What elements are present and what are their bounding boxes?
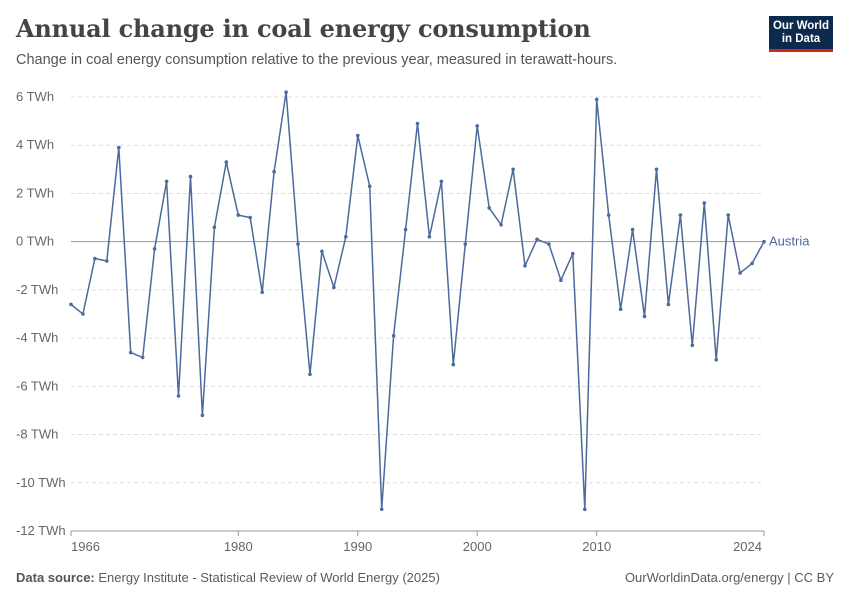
- axis-layer: 6 TWh 4 TWh 2 TWh 0 TWh -2 TWh -4 TWh -6 TWh -8…: [16, 89, 765, 554]
- data-point[interactable]: [439, 179, 444, 184]
- data-point[interactable]: [128, 350, 133, 355]
- data-source-label: Data source:: [16, 570, 95, 585]
- data-point[interactable]: [188, 174, 193, 179]
- data-point[interactable]: [642, 314, 647, 319]
- data-point[interactable]: [403, 227, 408, 232]
- data-point[interactable]: [750, 261, 754, 266]
- data-point[interactable]: [367, 184, 372, 188]
- chart-title: Annual change in coal energy consumption: [16, 14, 591, 43]
- data-point[interactable]: [487, 206, 492, 210]
- y-tick-label: -2 TWh: [16, 282, 58, 297]
- x-tick-label: 1980: [224, 539, 253, 554]
- logo-line-1: Our World: [772, 20, 829, 32]
- x-tick-label: 1990: [343, 539, 372, 554]
- data-point[interactable]: [511, 167, 515, 172]
- y-tick-label: 2 TWh: [16, 185, 54, 200]
- y-tick-label: -10 TWh: [16, 475, 66, 490]
- data-point[interactable]: [248, 215, 252, 220]
- logo-line-2: in Data: [781, 33, 821, 45]
- data-point[interactable]: [726, 213, 730, 217]
- data-point[interactable]: [152, 247, 157, 251]
- data-point[interactable]: [738, 271, 742, 275]
- x-tick-label: 2010: [582, 539, 611, 554]
- data-point[interactable]: [606, 213, 611, 217]
- data-point[interactable]: [463, 242, 468, 246]
- data-point[interactable]: [332, 285, 336, 290]
- data-point[interactable]: [762, 239, 766, 244]
- data-point[interactable]: [475, 124, 480, 128]
- line-chart: 6 TWh 4 TWh 2 TWh 0 TWh -2 TWh -4 TWh -6 TWh -8…: [16, 89, 810, 554]
- data-point[interactable]: [224, 160, 229, 164]
- data-point[interactable]: [415, 121, 420, 126]
- data-point[interactable]: [547, 242, 551, 246]
- data-point[interactable]: [272, 169, 276, 174]
- series-layer: Austria: [69, 90, 810, 512]
- data-point[interactable]: [678, 213, 683, 217]
- data-point[interactable]: [284, 90, 288, 94]
- data-point[interactable]: [391, 333, 396, 338]
- data-point[interactable]: [594, 97, 599, 102]
- y-tick-label: -8 TWh: [16, 427, 58, 442]
- data-point[interactable]: [499, 223, 503, 227]
- data-point[interactable]: [379, 507, 384, 512]
- data-point[interactable]: [702, 201, 707, 205]
- data-source: Data source: Energy Institute - Statisti…: [16, 570, 440, 585]
- x-tick-label: 2024: [733, 539, 762, 554]
- y-tick-label: 4 TWh: [16, 137, 54, 152]
- data-point[interactable]: [523, 264, 527, 268]
- data-point[interactable]: [105, 259, 109, 263]
- data-point[interactable]: [236, 213, 241, 217]
- credit-link[interactable]: OurWorldinData.org/energy | CC BY: [624, 570, 834, 585]
- data-point[interactable]: [212, 225, 217, 229]
- series-line[interactable]: [70, 91, 765, 511]
- data-point[interactable]: [164, 179, 169, 184]
- data-point[interactable]: [308, 372, 312, 377]
- x-tick-label: 1966: [71, 539, 100, 554]
- y-tick-label: -6 TWh: [16, 378, 58, 393]
- data-point[interactable]: [176, 394, 181, 398]
- x-tick-label: 2000: [463, 539, 492, 554]
- data-point[interactable]: [260, 290, 265, 295]
- data-point[interactable]: [200, 413, 205, 418]
- data-point[interactable]: [630, 227, 635, 232]
- data-point[interactable]: [451, 362, 456, 367]
- grid-layer: [71, 96, 764, 532]
- data-point[interactable]: [140, 355, 145, 360]
- data-point[interactable]: [117, 145, 121, 150]
- data-point[interactable]: [320, 249, 324, 254]
- y-tick-label: -12 TWh: [16, 523, 66, 538]
- data-point[interactable]: [654, 167, 659, 172]
- data-point[interactable]: [666, 302, 671, 307]
- data-point[interactable]: [427, 235, 432, 239]
- data-point[interactable]: [571, 251, 575, 256]
- chart-subtitle: Change in coal energy consumption relati…: [16, 52, 618, 68]
- y-tick-label: -4 TWh: [16, 330, 58, 345]
- data-point[interactable]: [690, 343, 695, 348]
- data-point[interactable]: [344, 235, 348, 239]
- y-tick-label: 6 TWh: [16, 89, 54, 104]
- data-point[interactable]: [81, 312, 85, 316]
- data-point[interactable]: [618, 307, 623, 312]
- data-source-text[interactable]: Energy Institute - Statistical Review of…: [98, 570, 440, 585]
- data-point[interactable]: [356, 133, 360, 138]
- data-point[interactable]: [93, 256, 97, 261]
- data-point[interactable]: [583, 507, 587, 512]
- data-point[interactable]: [559, 278, 563, 283]
- data-point[interactable]: [296, 242, 300, 246]
- data-point[interactable]: [69, 302, 73, 307]
- data-point[interactable]: [714, 358, 718, 362]
- series-label[interactable]: Austria: [769, 234, 810, 249]
- data-point[interactable]: [535, 237, 539, 242]
- y-tick-label: 0 TWh: [16, 234, 54, 249]
- owid-logo[interactable]: Our World in Data: [769, 16, 833, 52]
